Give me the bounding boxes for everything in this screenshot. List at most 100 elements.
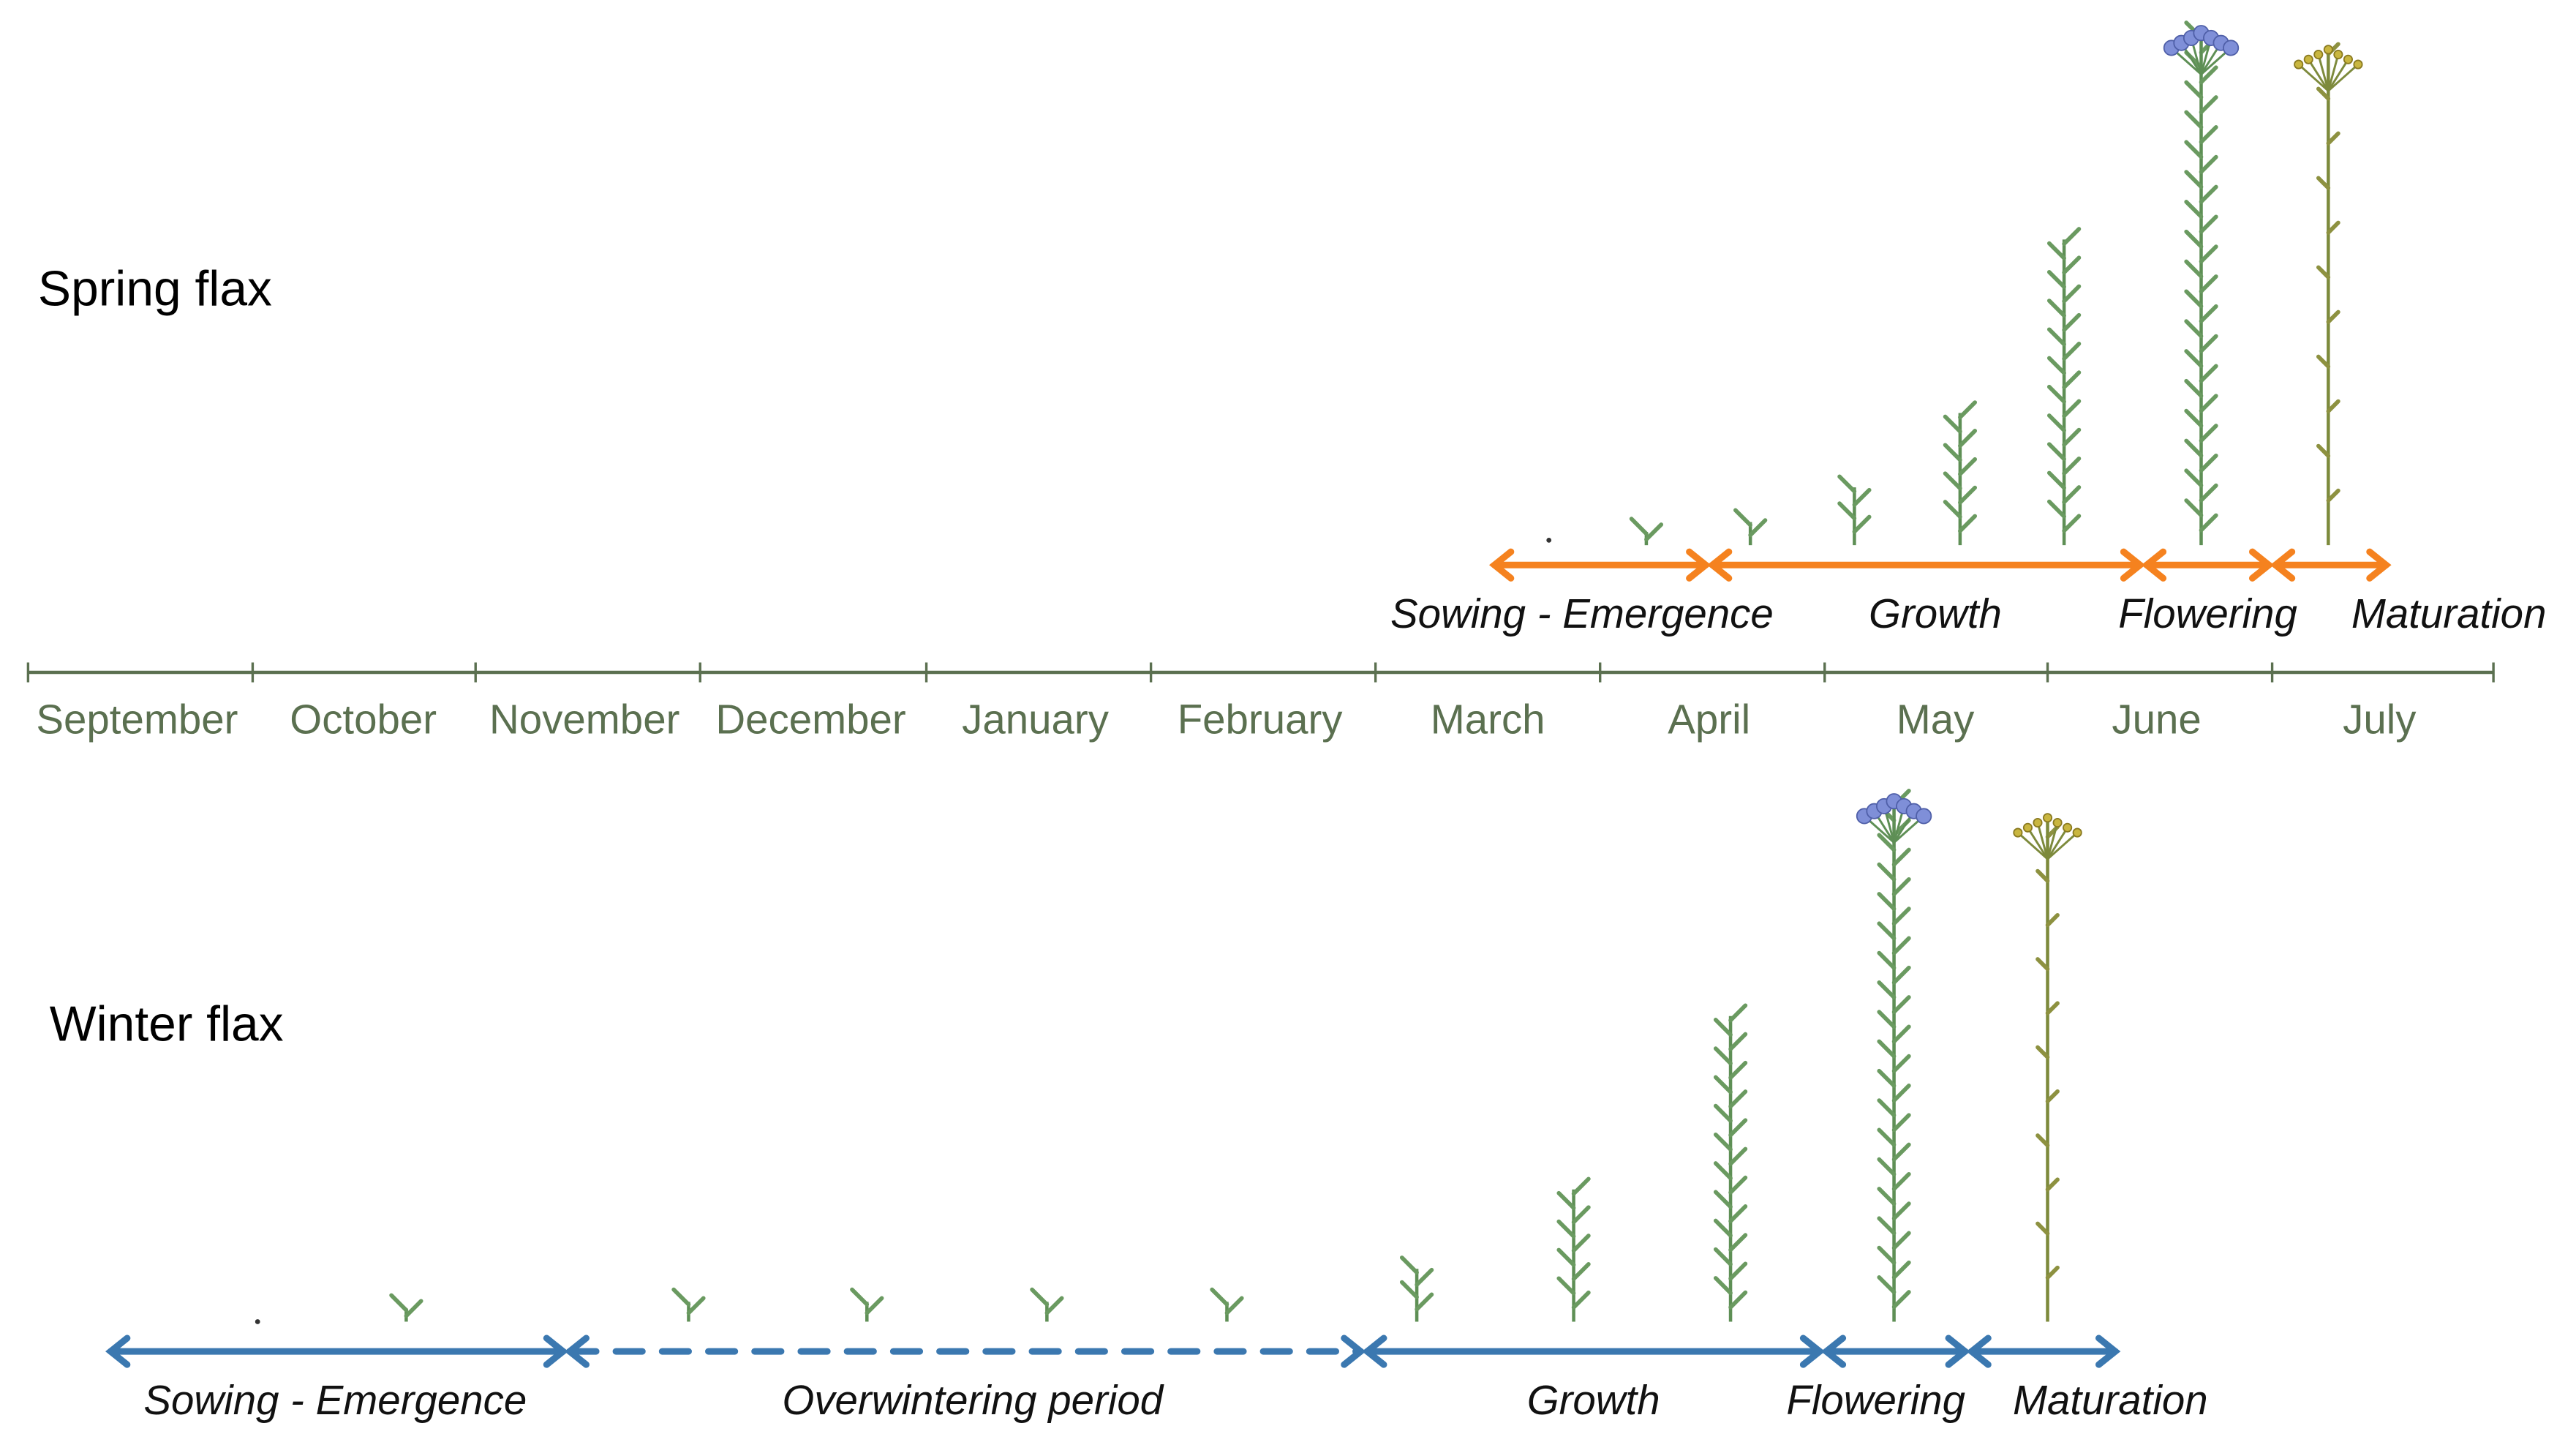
phase-label: Growth xyxy=(1869,590,2002,637)
arrow-head xyxy=(1820,1334,1847,1368)
leaf xyxy=(1852,487,1872,507)
leaf xyxy=(2199,394,2218,413)
leaf xyxy=(1030,1287,1050,1307)
leaf xyxy=(1728,1146,1748,1166)
leaf xyxy=(1837,501,1857,521)
timeline-axis: September October November December January F… xyxy=(26,662,2495,743)
branch xyxy=(2327,63,2359,92)
capsule xyxy=(2022,822,2033,833)
capsule xyxy=(2042,813,2053,823)
capsule xyxy=(2313,49,2324,60)
leaf xyxy=(2199,334,2218,353)
leaf xyxy=(2184,408,2204,428)
leaf xyxy=(1877,1010,1897,1029)
leaf xyxy=(1713,1103,1733,1123)
arrow-head xyxy=(1706,548,1733,582)
phase-arrow xyxy=(1706,548,2146,582)
leaf xyxy=(1556,1276,1576,1296)
leaf xyxy=(2199,184,2218,204)
leaf xyxy=(1891,876,1911,896)
leaf xyxy=(2316,443,2331,458)
arrow-head xyxy=(2270,548,2296,582)
leaf xyxy=(2199,214,2218,234)
leaf xyxy=(1644,522,1664,542)
leaf xyxy=(1713,1075,1733,1095)
leaf xyxy=(1399,1255,1419,1275)
plant xyxy=(1943,400,1978,546)
leaf xyxy=(2062,255,2082,275)
month-label: November xyxy=(489,697,679,743)
leaf xyxy=(2184,170,2204,189)
leaf xyxy=(1958,400,1978,420)
leaf xyxy=(1556,1190,1576,1210)
leaf xyxy=(1713,1218,1733,1238)
leaf xyxy=(2045,1089,2060,1104)
leaf xyxy=(2046,413,2066,433)
leaf xyxy=(1891,1171,1911,1191)
leaf xyxy=(1728,1261,1748,1281)
plant xyxy=(389,1293,423,1322)
leaf xyxy=(2199,244,2218,264)
leaf xyxy=(2035,957,2050,972)
leaf xyxy=(2199,424,2218,443)
leaf xyxy=(1891,936,1911,956)
leaf xyxy=(1877,1275,1897,1294)
leaf xyxy=(2062,514,2082,533)
phase-label: Flowering xyxy=(2118,590,2297,637)
leaf xyxy=(2062,227,2082,247)
leaf xyxy=(2046,384,2066,404)
flower xyxy=(1916,808,1932,825)
capsule xyxy=(2052,817,2063,828)
month-label: February xyxy=(1178,697,1344,743)
flower xyxy=(2223,40,2240,56)
leaf xyxy=(2184,259,2204,279)
leaf xyxy=(2062,456,2082,476)
capsule xyxy=(2353,59,2363,70)
leaf xyxy=(2326,131,2340,146)
plant xyxy=(1856,789,1932,1322)
leaf xyxy=(1877,862,1897,882)
leaf xyxy=(2184,289,2204,309)
leaf xyxy=(1877,833,1897,852)
leaf xyxy=(2199,274,2218,294)
leaf xyxy=(1210,1287,1229,1307)
leaf xyxy=(1877,1187,1897,1206)
leaf xyxy=(2199,95,2218,115)
leaf xyxy=(2045,1001,2060,1016)
leaf xyxy=(2199,364,2218,383)
winter-title: Winter flax xyxy=(50,997,284,1052)
leaf xyxy=(2046,327,2066,347)
leaf xyxy=(2326,488,2340,503)
leaf xyxy=(1958,485,1978,505)
leaf xyxy=(1415,1292,1434,1312)
phase-label: Maturation xyxy=(2013,1377,2208,1423)
plant xyxy=(2294,42,2363,546)
month-label: June xyxy=(2112,697,2201,743)
plant xyxy=(671,1287,706,1322)
leaf xyxy=(1877,1157,1897,1176)
leaf xyxy=(2062,399,2082,418)
leaf xyxy=(1044,1296,1064,1315)
leaf xyxy=(1728,1233,1748,1253)
plant xyxy=(2163,20,2240,546)
branch xyxy=(2027,827,2049,860)
leaf xyxy=(1728,1060,1748,1080)
leaf xyxy=(1415,1267,1434,1287)
month-label: March xyxy=(1431,697,1545,743)
leaf xyxy=(2184,468,2204,488)
leaf xyxy=(1891,906,1911,926)
plant xyxy=(2013,813,2082,1322)
leaf xyxy=(1891,1054,1911,1073)
branch xyxy=(2308,59,2330,91)
leaf xyxy=(1713,1018,1733,1037)
leaf xyxy=(1713,1276,1733,1296)
leaf xyxy=(2326,399,2340,413)
leaf xyxy=(1571,1262,1591,1282)
arrow-head xyxy=(2248,548,2275,582)
leaf xyxy=(404,1299,423,1318)
leaf xyxy=(1728,1118,1748,1138)
leaf xyxy=(2184,200,2204,219)
arrow-head xyxy=(2141,548,2167,582)
seed xyxy=(1546,538,1552,543)
plant xyxy=(1210,1287,1244,1322)
